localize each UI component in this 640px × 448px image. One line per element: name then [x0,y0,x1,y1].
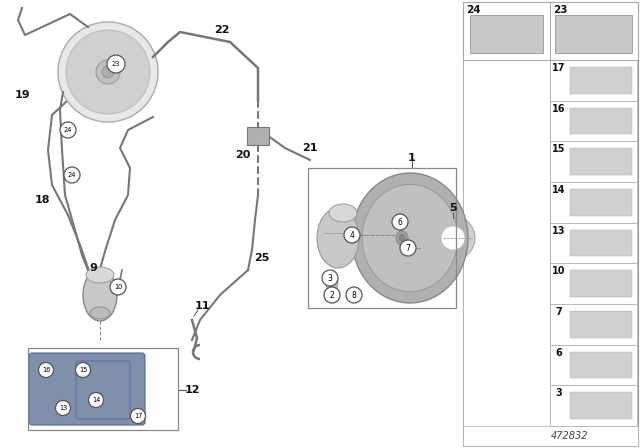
Bar [550,345,637,385]
Ellipse shape [362,185,458,292]
Text: 11: 11 [195,301,210,311]
Ellipse shape [83,269,117,321]
Circle shape [58,22,158,122]
Text: 9: 9 [89,263,97,273]
Circle shape [392,214,408,230]
Bar [550,182,637,223]
Text: 16: 16 [42,367,50,373]
Text: 22: 22 [214,25,230,35]
Circle shape [131,409,145,423]
Text: 16: 16 [552,103,566,114]
Text: 6: 6 [397,217,403,227]
Bar [550,101,637,141]
Text: 2: 2 [330,290,334,300]
Bar [550,60,637,101]
Circle shape [102,66,114,78]
Bar [463,426,638,446]
Text: 18: 18 [35,195,50,205]
Text: 24: 24 [64,127,72,133]
Text: 10: 10 [552,266,566,276]
Text: 24: 24 [466,5,480,15]
FancyBboxPatch shape [555,15,632,53]
Circle shape [76,362,90,378]
Text: 5: 5 [449,203,457,213]
Bar [570,311,632,338]
FancyBboxPatch shape [247,127,269,145]
Circle shape [64,167,80,183]
Bar [550,304,637,345]
Text: 12: 12 [184,385,200,395]
Bar [570,148,632,175]
Text: 20: 20 [236,150,251,160]
Bar [463,2,638,60]
Text: 17: 17 [552,63,566,73]
Bar [28,348,178,430]
Text: 15: 15 [552,144,566,154]
Text: 472832: 472832 [551,431,589,441]
Circle shape [110,279,126,295]
Circle shape [346,287,362,303]
Text: 8: 8 [351,290,356,300]
Text: 1: 1 [408,153,416,163]
Text: 23: 23 [112,61,120,67]
Ellipse shape [352,173,468,303]
Ellipse shape [317,208,359,268]
Circle shape [322,270,338,286]
Circle shape [60,122,76,138]
Circle shape [441,226,465,250]
Ellipse shape [326,274,338,292]
Bar [570,392,632,419]
Circle shape [324,287,340,303]
Text: 23: 23 [553,5,567,15]
Circle shape [107,55,125,73]
Circle shape [431,216,475,260]
Bar [463,60,550,446]
Bar [550,141,637,182]
Bar [570,108,632,134]
Circle shape [344,227,360,243]
Text: 14: 14 [552,185,566,195]
Text: 6: 6 [556,348,563,358]
Circle shape [88,392,104,408]
Text: 21: 21 [302,143,317,153]
Ellipse shape [86,267,114,283]
Circle shape [38,362,54,378]
FancyBboxPatch shape [29,353,145,425]
Bar [550,385,637,426]
Text: 7: 7 [556,307,563,317]
Text: 3: 3 [328,273,332,283]
Bar [570,230,632,256]
Ellipse shape [399,234,405,241]
Bar [570,189,632,215]
Ellipse shape [396,231,408,245]
Ellipse shape [329,204,357,222]
Bar [463,2,638,446]
Circle shape [56,401,70,415]
Circle shape [96,60,120,84]
Bar [570,270,632,297]
Bar [550,263,637,304]
Text: 3: 3 [556,388,563,398]
Text: 19: 19 [14,90,30,100]
Circle shape [400,240,416,256]
Ellipse shape [90,307,110,319]
Text: 14: 14 [92,397,100,403]
FancyBboxPatch shape [76,361,130,419]
Text: 13: 13 [59,405,67,411]
Bar [570,352,632,378]
Text: 25: 25 [254,253,269,263]
Text: 10: 10 [114,284,122,290]
Bar [550,223,637,263]
Text: 24: 24 [68,172,76,178]
Text: 17: 17 [134,413,142,419]
Text: 7: 7 [406,244,410,253]
FancyBboxPatch shape [470,15,543,53]
Bar [570,67,632,94]
Text: 13: 13 [552,226,566,236]
Text: 15: 15 [79,367,87,373]
Circle shape [66,30,150,114]
Bar [308,168,456,308]
Text: 4: 4 [349,231,355,240]
